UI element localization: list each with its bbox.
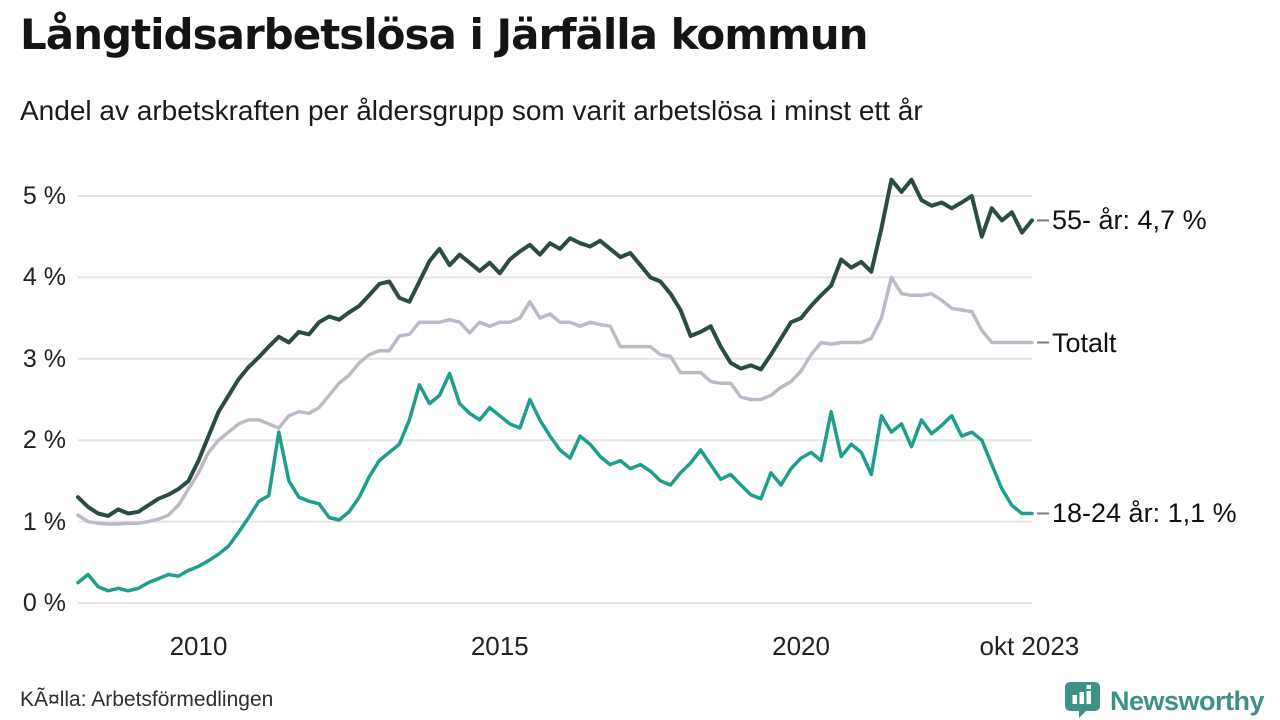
y-axis-tick-label: 3 %	[22, 344, 66, 373]
y-axis-tick-label: 4 %	[22, 263, 66, 292]
newsworthy-speech-bubble-bar-chart-icon	[1064, 680, 1101, 720]
brand-name: Newsworthy	[1109, 686, 1265, 716]
brand-logo: Newsworthy	[1064, 680, 1265, 720]
x-axis-tick-label: okt 2023	[979, 631, 1080, 661]
x-axis-tick-label: 2015	[470, 631, 529, 661]
y-axis-tick-label: 5 %	[22, 182, 66, 210]
series-end-label: 18-24 år: 1,1 %	[1052, 498, 1237, 529]
y-axis-tick-label: 2 %	[22, 426, 66, 455]
source-note: KÃ¤lla: Arbetsförmedlingen	[20, 688, 274, 711]
x-axis-tick-label: 2020	[772, 631, 830, 661]
chart-subtitle: Andel av arbetskraften per åldersgrupp s…	[20, 95, 923, 126]
x-axis-tick-label: 2010	[169, 631, 228, 661]
series-line-55-r	[76, 177, 1034, 518]
series-end-label: 55- år: 4,7 %	[1052, 205, 1207, 236]
y-axis-tick-label: 1 %	[22, 507, 66, 536]
chart-title: Långtidsarbetslösa i Järfälla kommun	[20, 10, 869, 59]
series-line-18-24-r	[76, 371, 1034, 593]
y-axis-tick-label: 0 %	[22, 589, 66, 617]
series-end-label: Totalt	[1052, 327, 1117, 358]
series-line-Totalt	[76, 275, 1034, 526]
